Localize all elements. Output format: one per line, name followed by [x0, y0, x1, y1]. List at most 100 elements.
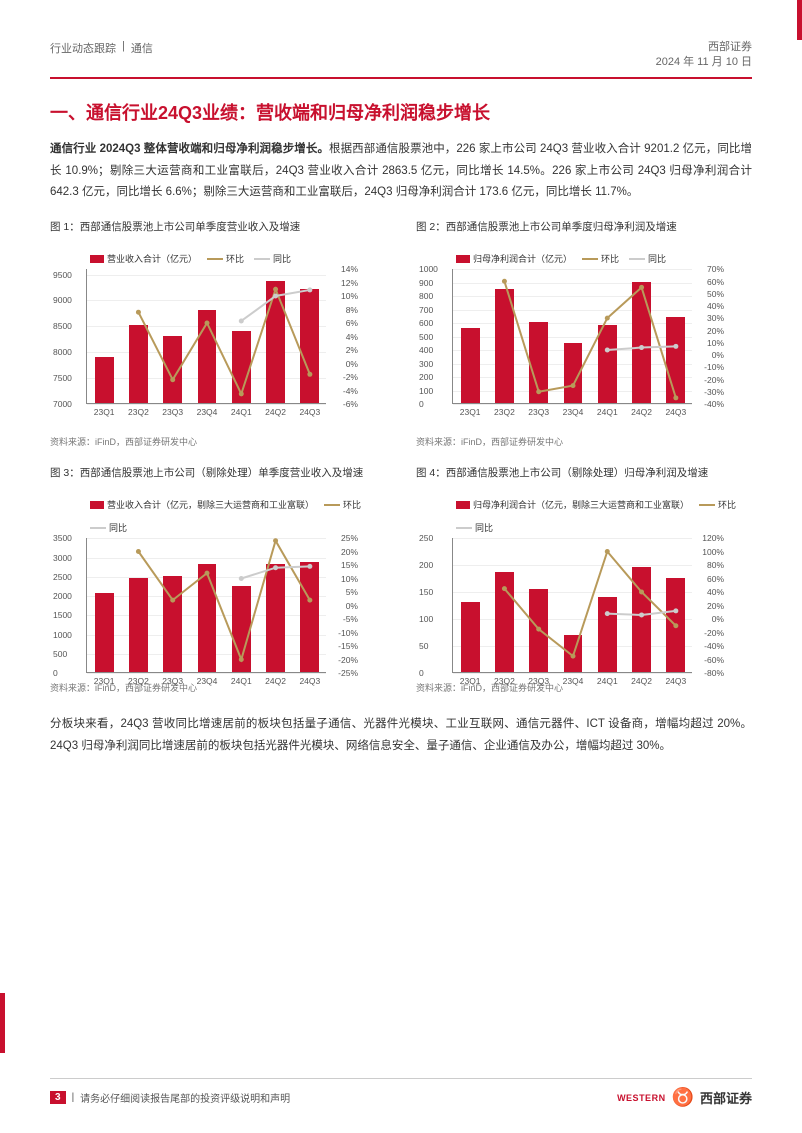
- gridline: [453, 619, 692, 620]
- y-tick-label-right: -20%: [704, 375, 724, 385]
- y-tick-label-right: 0%: [712, 614, 724, 624]
- y-tick-label-right: -15%: [338, 641, 358, 651]
- y-tick-label: 100: [419, 614, 433, 624]
- logo-text: 西部证券: [700, 1088, 752, 1107]
- y-tick-label-right: -20%: [704, 628, 724, 638]
- y-tick-label: 7500: [53, 373, 72, 383]
- y-tick-label-right: 15%: [341, 560, 358, 570]
- gridline: [453, 565, 692, 566]
- y-tick-label-right: 0%: [346, 601, 358, 611]
- chart-2-title: 图 2：西部通信股票池上市公司单季度归母净利润及增速: [416, 220, 752, 246]
- y-tick-label-right: 14%: [341, 264, 358, 274]
- y-tick-label: 150: [419, 587, 433, 597]
- x-tick-label: 24Q2: [265, 407, 286, 417]
- chart-3-title: 图 3：西部通信股票池上市公司（剔除处理）单季度营业收入及增速: [50, 466, 386, 492]
- chart-1-source: 资料来源：iFinD，西部证券研发中心: [50, 435, 386, 448]
- y-tick-label: 100: [419, 386, 433, 396]
- header-category: 行业动态跟踪: [50, 40, 116, 56]
- y-tick-label-right: -30%: [704, 387, 724, 397]
- gridline: [453, 269, 692, 270]
- chart-bar: [232, 586, 251, 673]
- chart-bar: [461, 328, 480, 404]
- page-header: 行业动态跟踪 | 通信 西部证券 2024 年 11 月 10 日: [50, 40, 752, 79]
- y-tick-label: 2500: [53, 572, 72, 582]
- page-footer: 3 | 请务必仔细阅读报告尾部的投资评级说明和声明 WESTERN ♉ 西部证券: [50, 1078, 752, 1108]
- y-tick-label: 0: [419, 668, 424, 678]
- y-tick-label-right: 60%: [707, 277, 724, 287]
- bull-icon: ♉: [672, 1087, 694, 1108]
- gridline: [87, 275, 326, 276]
- x-tick-label: 23Q4: [563, 676, 584, 686]
- gridline: [453, 538, 692, 539]
- x-tick-label: 23Q2: [494, 407, 515, 417]
- chart-bar: [163, 336, 182, 404]
- chart-axes: 0500100015002000250030003500-25%-20%-15%…: [86, 538, 326, 673]
- y-tick-label: 8500: [53, 321, 72, 331]
- y-tick-label: 1000: [419, 264, 438, 274]
- intro-paragraph: 通信行业 2024Q3 整体营收端和归母净利润稳步增长。根据西部通信股票池中，2…: [50, 139, 752, 205]
- gridline: [87, 673, 326, 674]
- y-tick-label-right: -2%: [343, 372, 358, 382]
- chart-legend: 归母净利润合计（亿元）环比同比: [416, 252, 752, 265]
- header-sector: 通信: [131, 40, 153, 56]
- chart-bar: [666, 578, 685, 673]
- chart-legend: 营业收入合计（亿元）环比同比: [50, 252, 386, 265]
- y-tick-label: 200: [419, 560, 433, 570]
- x-tick-label: 24Q1: [231, 407, 252, 417]
- y-tick-label-right: 6%: [346, 318, 358, 328]
- gridline: [453, 337, 692, 338]
- y-tick-label: 1000: [53, 630, 72, 640]
- chart-bar: [129, 578, 148, 673]
- y-tick-label-right: 50%: [707, 289, 724, 299]
- chart-3: 图 3：西部通信股票池上市公司（剔除处理）单季度营业收入及增速 营业收入合计（亿…: [50, 466, 386, 694]
- x-tick-label: 23Q3: [528, 676, 549, 686]
- x-tick-label: 24Q3: [665, 676, 686, 686]
- y-tick-label-right: 8%: [346, 305, 358, 315]
- y-tick-label-right: -4%: [343, 386, 358, 396]
- x-tick-label: 23Q4: [197, 676, 218, 686]
- chart-axes: 01002003004005006007008009001000-40%-30%…: [452, 269, 692, 404]
- gridline: [87, 300, 326, 301]
- y-tick-label: 500: [53, 649, 67, 659]
- y-tick-label-right: 20%: [341, 547, 358, 557]
- chart-1-title: 图 1：西部通信股票池上市公司单季度营业收入及增速: [50, 220, 386, 246]
- chart-bar: [266, 564, 285, 672]
- chart-legend: 归母净利润合计（亿元，剔除三大运营商和工业富联）环比同比: [416, 498, 752, 534]
- footer-disclaimer: 请务必仔细阅读报告尾部的投资评级说明和声明: [80, 1090, 290, 1105]
- y-tick-label-right: -80%: [704, 668, 724, 678]
- y-tick-label: 800: [419, 291, 433, 301]
- chart-bar: [598, 325, 617, 403]
- header-date: 2024 年 11 月 10 日: [656, 55, 752, 70]
- y-tick-label-right: 10%: [341, 574, 358, 584]
- y-tick-label: 2000: [53, 591, 72, 601]
- chart-bar: [529, 589, 548, 673]
- logo-brand: WESTERN: [617, 1093, 666, 1103]
- chart-bar: [564, 635, 583, 673]
- chart-bar: [95, 357, 114, 404]
- chart-bar: [198, 564, 217, 672]
- y-tick-label-right: 2%: [346, 345, 358, 355]
- y-tick-label-right: -40%: [704, 641, 724, 651]
- y-tick-label-right: 10%: [341, 291, 358, 301]
- chart-bar: [266, 281, 285, 403]
- x-tick-label: 24Q3: [299, 676, 320, 686]
- gridline: [453, 592, 692, 593]
- x-tick-label: 23Q2: [128, 407, 149, 417]
- y-tick-label-right: 10%: [707, 338, 724, 348]
- y-tick-label-right: 40%: [707, 587, 724, 597]
- y-tick-label-right: 70%: [707, 264, 724, 274]
- chart-axes: 700075008000850090009500-6%-4%-2%0%2%4%6…: [86, 269, 326, 404]
- chart-bar: [198, 310, 217, 403]
- x-tick-label: 24Q1: [597, 407, 618, 417]
- x-tick-label: 23Q1: [460, 676, 481, 686]
- y-tick-label-right: -40%: [704, 399, 724, 409]
- y-tick-label-right: 80%: [707, 560, 724, 570]
- y-tick-label-right: 4%: [346, 332, 358, 342]
- chart-1: 图 1：西部通信股票池上市公司单季度营业收入及增速 营业收入合计（亿元）环比同比…: [50, 220, 386, 448]
- x-tick-label: 23Q3: [528, 407, 549, 417]
- gridline: [453, 323, 692, 324]
- y-tick-label: 7000: [53, 399, 72, 409]
- x-tick-label: 24Q2: [631, 407, 652, 417]
- x-tick-label: 23Q1: [94, 407, 115, 417]
- chart-bar: [95, 593, 114, 672]
